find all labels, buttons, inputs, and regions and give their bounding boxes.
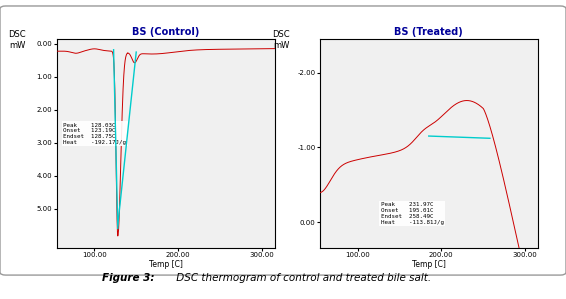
X-axis label: Temp [C]: Temp [C] (149, 260, 182, 269)
Text: DSC thermogram of control and treated bile salt.: DSC thermogram of control and treated bi… (173, 273, 431, 283)
Text: Figure 3:: Figure 3: (102, 273, 155, 283)
Title: BS (Treated): BS (Treated) (395, 27, 463, 37)
Text: Peak    128.03C
Onset   123.19C
Endset  128.75C
Heat    -192.17J/g: Peak 128.03C Onset 123.19C Endset 128.75… (63, 123, 126, 145)
Y-axis label: DSC
mW: DSC mW (8, 30, 26, 50)
Text: Peak    231.97C
Onset   195.01C
Endset  258.49C
Heat    -113.81J/g: Peak 231.97C Onset 195.01C Endset 258.49… (381, 202, 444, 225)
Y-axis label: DSC
mW: DSC mW (272, 30, 289, 50)
X-axis label: Temp [C]: Temp [C] (412, 260, 445, 269)
Title: BS (Control): BS (Control) (132, 27, 199, 37)
